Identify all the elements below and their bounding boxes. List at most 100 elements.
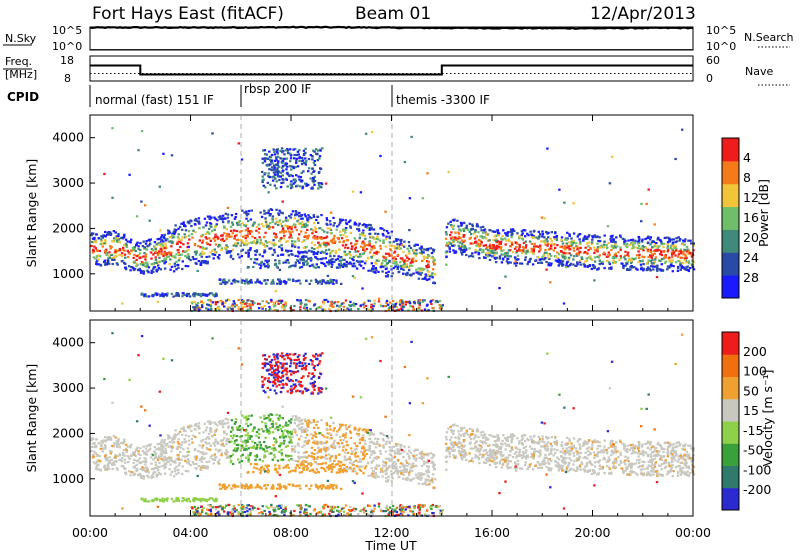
range-cell [553, 441, 556, 444]
range-cell [311, 155, 314, 158]
range-cell [144, 248, 148, 251]
range-cell [233, 234, 237, 238]
range-cell [432, 473, 435, 476]
range-cell [338, 240, 341, 243]
range-cell [113, 258, 116, 261]
range-cell [277, 417, 280, 420]
range-cell [543, 254, 546, 257]
range-cell [547, 262, 551, 265]
range-cell [310, 216, 313, 220]
range-cell [381, 262, 384, 265]
range-cell [615, 236, 618, 239]
range-cell [226, 232, 229, 235]
range-cell [342, 234, 345, 237]
range-cell [268, 452, 271, 455]
range-cell [559, 245, 562, 248]
range-cell [265, 225, 269, 228]
range-cell [597, 472, 600, 475]
range-cell [152, 266, 156, 269]
range-cell [179, 245, 182, 249]
range-cell [149, 242, 152, 245]
range-cell [324, 182, 328, 185]
range-cell [674, 261, 678, 264]
range-cell [221, 239, 224, 242]
range-cell [485, 452, 488, 455]
range-cell [407, 241, 411, 244]
range-cell [245, 223, 248, 226]
range-cell [630, 262, 633, 265]
range-cell [370, 226, 373, 229]
range-cell [475, 244, 478, 247]
range-cell [255, 229, 258, 232]
range-cell [300, 171, 303, 174]
range-cell [170, 265, 174, 268]
range-cell [390, 245, 393, 248]
range-cell [561, 260, 565, 263]
range-cell [562, 253, 565, 256]
range-cell [250, 209, 253, 212]
range-cell [587, 454, 590, 457]
range-cell [184, 254, 187, 257]
range-cell [271, 220, 274, 223]
range-cell [602, 252, 605, 256]
range-cell [278, 178, 281, 182]
range-cell [453, 251, 456, 254]
range-cell [355, 260, 359, 263]
range-cell [276, 174, 280, 177]
range-cell [190, 224, 193, 228]
range-cell [640, 220, 643, 223]
range-cell [331, 257, 334, 261]
range-cell [193, 243, 197, 246]
range-cell [164, 260, 167, 264]
range-cell [566, 451, 569, 454]
range-cell [464, 247, 467, 250]
range-cell [394, 265, 397, 268]
range-cell [270, 159, 274, 162]
range-cell [231, 248, 235, 251]
range-cell [128, 173, 131, 176]
range-cell [423, 308, 427, 311]
range-cell [264, 153, 267, 156]
range-cell [163, 252, 166, 255]
range-cell [307, 214, 310, 217]
range-cell [290, 418, 293, 421]
range-cell [255, 455, 259, 458]
range-cell [431, 477, 434, 480]
range-cell [546, 240, 549, 243]
range-cell [246, 281, 249, 284]
range-cell [344, 299, 348, 302]
range-cell [298, 211, 301, 214]
range-cell [577, 253, 580, 256]
range-cell [275, 158, 278, 161]
range-cell [432, 250, 435, 253]
range-cell [315, 227, 318, 230]
range-cell [640, 266, 643, 269]
range-cell [658, 473, 661, 476]
range-cell [506, 254, 509, 257]
range-cell [689, 471, 692, 475]
range-cell [564, 248, 567, 251]
range-cell [315, 148, 318, 151]
range-cell [276, 221, 279, 224]
range-cell [227, 438, 231, 441]
range-cell [663, 466, 667, 469]
range-cell [239, 301, 243, 304]
range-cell [382, 234, 385, 237]
range-cell [637, 261, 640, 264]
range-cell [668, 259, 671, 262]
range-cell [541, 438, 545, 441]
range-cell [298, 266, 302, 269]
range-cell [186, 470, 190, 473]
range-cell [237, 142, 240, 145]
range-cell [166, 255, 169, 258]
range-cell [226, 246, 229, 249]
range-cell [132, 268, 136, 272]
range-cell [486, 233, 489, 236]
range-cell [207, 227, 211, 230]
range-cell [134, 249, 137, 253]
range-cell [279, 175, 282, 178]
range-cell [368, 308, 371, 311]
range-cell [283, 304, 286, 307]
colorbar-swatch [722, 206, 739, 230]
range-cell [307, 183, 310, 186]
